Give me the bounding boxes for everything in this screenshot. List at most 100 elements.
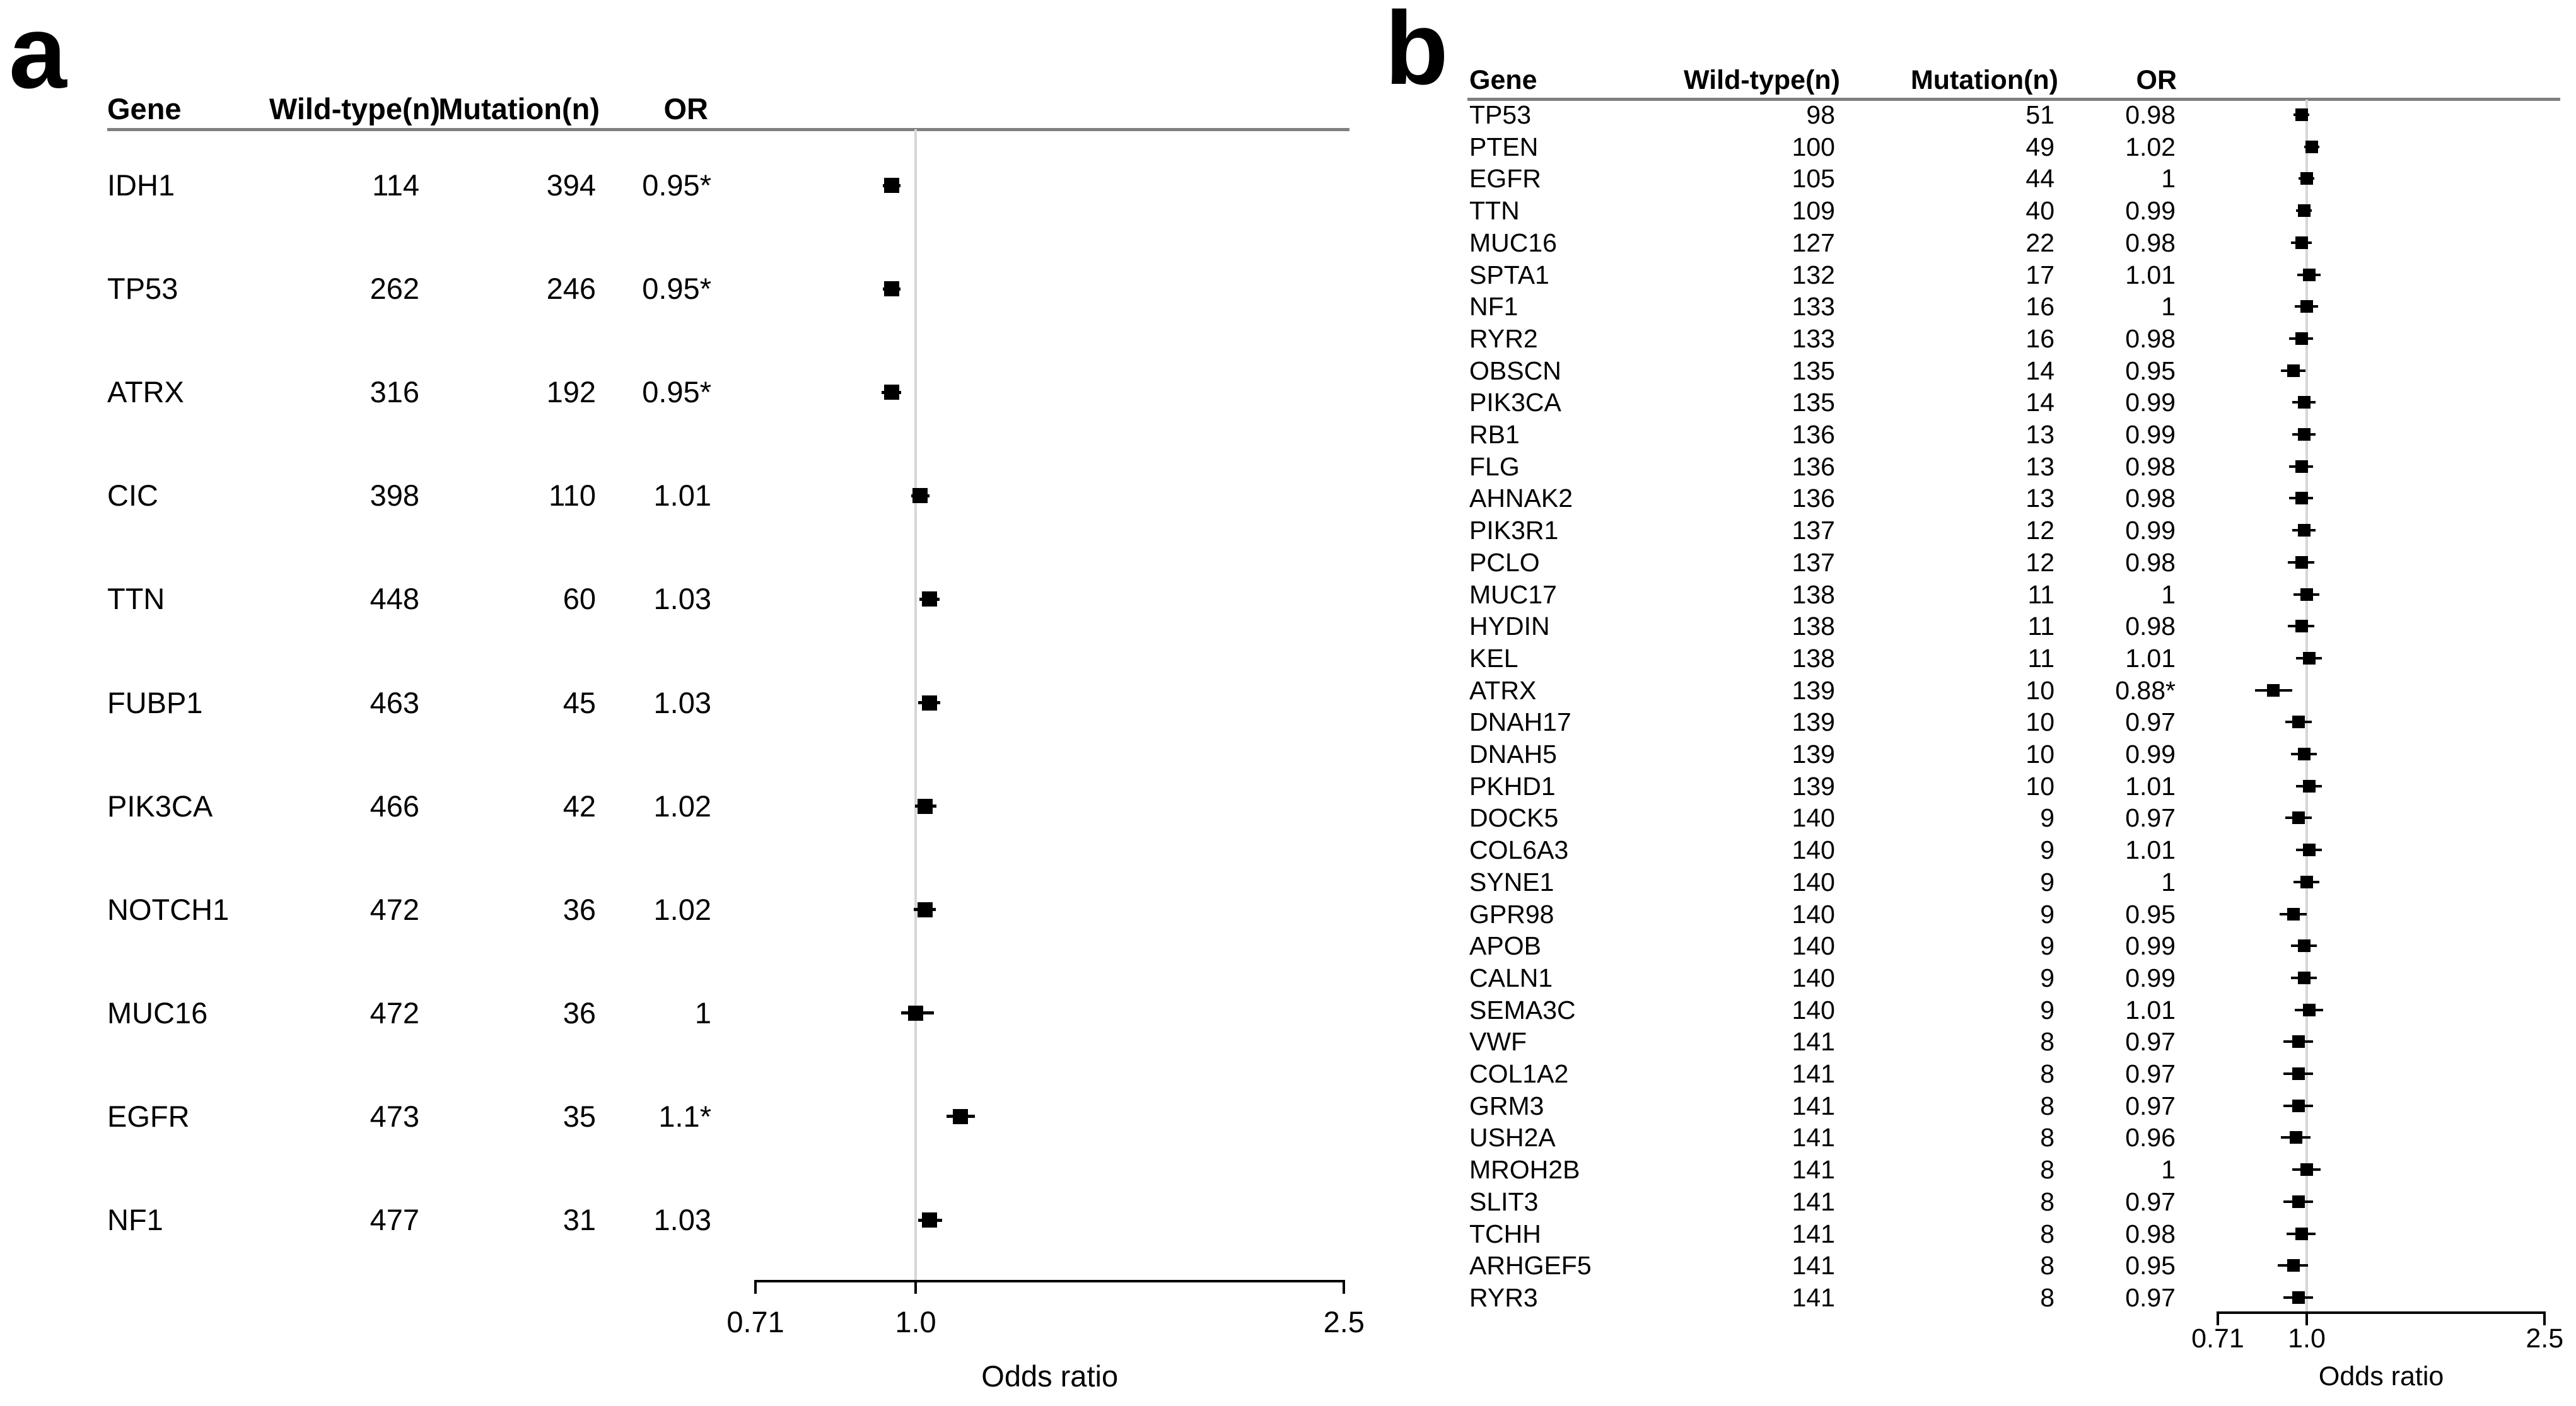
gene-cell: TCHH <box>1469 1219 1541 1248</box>
gene-cell: MROH2B <box>1469 1155 1580 1185</box>
mutation-cell: 394 <box>546 168 596 202</box>
mutation-cell: 8 <box>2040 1059 2054 1088</box>
or-cell: 0.99 <box>2125 516 2176 545</box>
or-cell: 0.98 <box>2125 228 2176 257</box>
or-cell: 1.01 <box>653 479 711 513</box>
mutation-cell: 10 <box>2025 675 2054 705</box>
mutation-cell: 16 <box>2025 323 2054 353</box>
or-point-marker <box>952 1108 968 1124</box>
wild-type-cell: 140 <box>1792 803 1835 833</box>
mutation-cell: 9 <box>2040 867 2054 897</box>
or-point-marker <box>2303 844 2316 857</box>
or-cell: 0.98 <box>2125 612 2176 641</box>
or-point-marker <box>2290 1131 2303 1144</box>
or-point-marker <box>883 385 899 400</box>
or-point-marker <box>2300 875 2313 888</box>
gene-cell: MUC16 <box>107 996 208 1030</box>
or-cell: 0.98 <box>2125 547 2176 577</box>
wild-type-cell: 100 <box>1792 132 1835 161</box>
mutation-cell: 11 <box>2027 643 2054 673</box>
gene-cell: DNAH5 <box>1469 740 1557 769</box>
or-point-marker <box>917 902 933 917</box>
gene-cell: MUC16 <box>1469 228 1557 257</box>
or-cell: 0.97 <box>2125 1091 2176 1120</box>
gene-cell: NOTCH1 <box>107 892 230 926</box>
wild-type-cell: 109 <box>1792 196 1835 226</box>
mutation-cell: 8 <box>2040 1091 2054 1120</box>
or-point-marker <box>2300 588 2313 601</box>
or-point-marker <box>2292 1035 2305 1049</box>
mutation-cell: 110 <box>549 479 596 513</box>
or-cell: 1.03 <box>653 685 711 719</box>
mutation-cell: 192 <box>546 375 596 409</box>
gene-cell: DNAH17 <box>1469 707 1571 737</box>
wild-type-cell: 141 <box>1792 1219 1835 1248</box>
or-point-marker <box>2295 1227 2308 1240</box>
or-point-marker <box>2267 683 2280 697</box>
or-point-marker <box>2300 300 2313 313</box>
wild-type-cell: 473 <box>370 1099 419 1133</box>
axis-tick-label: 0.71 <box>2191 1323 2244 1354</box>
wild-type-cell: 316 <box>370 375 419 409</box>
or-point-marker <box>2297 396 2311 409</box>
wild-type-cell: 139 <box>1792 707 1835 737</box>
gene-cell: ATRX <box>107 375 184 409</box>
or-cell: 0.99 <box>2125 388 2176 417</box>
mutation-cell: 31 <box>562 1203 596 1236</box>
gene-cell: NF1 <box>1469 292 1518 322</box>
gene-cell: TP53 <box>1469 100 1531 129</box>
gene-cell: CALN1 <box>1469 963 1553 992</box>
wild-type-cell: 137 <box>1792 547 1835 577</box>
mutation-cell: 8 <box>2040 1027 2054 1057</box>
gene-cell: NF1 <box>107 1203 163 1236</box>
gene-cell: PIK3CA <box>1469 388 1561 417</box>
wild-type-cell: 136 <box>1792 451 1835 481</box>
gene-cell: FLG <box>1469 451 1520 481</box>
wild-type-cell: 135 <box>1792 356 1835 385</box>
or-cell: 0.99 <box>2125 196 2176 226</box>
mutation-cell: 13 <box>2025 420 2054 449</box>
axis-tick <box>754 1280 757 1294</box>
gene-cell: DOCK5 <box>1469 803 1559 833</box>
mutation-cell: 8 <box>2040 1123 2054 1153</box>
gene-cell: HYDIN <box>1469 612 1550 641</box>
axis-tick <box>2543 1311 2546 1325</box>
or-point-marker <box>2295 620 2308 633</box>
or-point-marker <box>2303 779 2316 793</box>
column-header-mutation: Mutation(n) <box>438 92 600 125</box>
or-cell: 0.88* <box>2115 675 2176 705</box>
or-cell: 1 <box>2161 579 2176 609</box>
or-point-marker <box>2303 651 2316 665</box>
x-axis-line <box>755 1280 1344 1282</box>
or-point-marker <box>2295 555 2308 569</box>
wild-type-cell: 137 <box>1792 516 1835 545</box>
or-point-marker <box>921 591 937 607</box>
gene-cell: AHNAK2 <box>1469 484 1573 513</box>
wild-type-cell: 127 <box>1792 228 1835 257</box>
or-point-marker <box>2287 907 2300 921</box>
gene-cell: KEL <box>1469 643 1518 673</box>
mutation-cell: 13 <box>2025 451 2054 481</box>
gene-cell: RYR3 <box>1469 1282 1538 1312</box>
mutation-cell: 44 <box>2025 164 2054 194</box>
or-cell: 1.02 <box>653 892 711 926</box>
axis-tick <box>914 1280 917 1294</box>
axis-tick-label: 1.0 <box>2288 1323 2326 1354</box>
wild-type-cell: 133 <box>1792 292 1835 322</box>
or-point-marker <box>2300 1163 2313 1177</box>
mutation-cell: 11 <box>2027 612 2054 641</box>
wild-type-cell: 140 <box>1792 963 1835 992</box>
wild-type-cell: 136 <box>1792 484 1835 513</box>
gene-cell: EGFR <box>107 1099 190 1133</box>
gene-cell: PIK3R1 <box>1469 516 1559 545</box>
wild-type-cell: 132 <box>1792 260 1835 289</box>
gene-cell: PIK3CA <box>107 789 213 823</box>
wild-type-cell: 466 <box>370 789 419 823</box>
axis-tick <box>2216 1311 2219 1325</box>
wild-type-cell: 140 <box>1792 835 1835 865</box>
or-point-marker <box>2305 140 2319 153</box>
wild-type-cell: 105 <box>1792 164 1835 194</box>
or-point-marker <box>2292 716 2305 729</box>
wild-type-cell: 139 <box>1792 675 1835 705</box>
or-point-marker <box>921 1212 937 1228</box>
